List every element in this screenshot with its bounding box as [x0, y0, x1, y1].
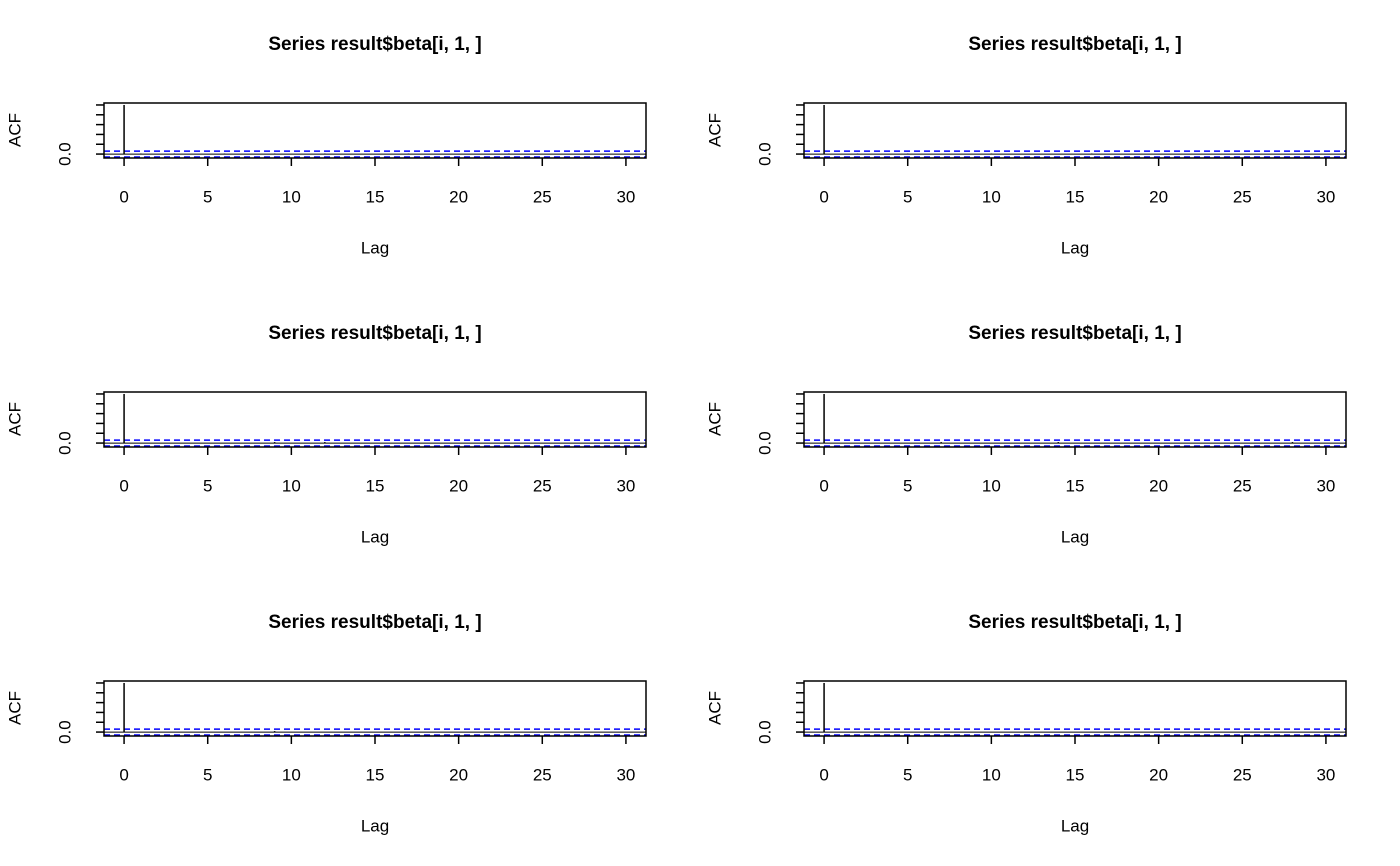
x-axis-label: Lag	[1061, 238, 1089, 257]
x-tick-label: 0	[119, 476, 128, 495]
y-axis-label: ACF	[5, 113, 24, 147]
chart-title: Series result$beta[i, 1, ]	[968, 612, 1181, 633]
x-axis-label: Lag	[361, 238, 389, 257]
x-tick-label: 20	[1149, 765, 1168, 784]
chart-title: Series result$beta[i, 1, ]	[268, 612, 481, 633]
x-tick-label: 20	[449, 765, 468, 784]
x-tick-label: 5	[203, 765, 212, 784]
y-axis-label: ACF	[5, 691, 24, 725]
x-tick-label: 10	[282, 476, 301, 495]
x-tick-label: 15	[1066, 765, 1085, 784]
x-tick-label: 10	[982, 765, 1001, 784]
plot-frame	[803, 680, 1347, 737]
x-tick-label: 25	[533, 476, 552, 495]
x-axis-label: Lag	[361, 816, 389, 835]
x-axis-label: Lag	[1061, 527, 1089, 546]
chart-title: Series result$beta[i, 1, ]	[268, 34, 481, 55]
x-tick-label: 10	[282, 187, 301, 206]
x-tick-label: 5	[903, 765, 912, 784]
x-tick-label: 25	[1233, 187, 1252, 206]
x-tick-label: 15	[366, 476, 385, 495]
y-axis-label: ACF	[705, 691, 724, 725]
x-tick-label: 0	[819, 476, 828, 495]
x-tick-label: 25	[1233, 476, 1252, 495]
x-tick-label: 5	[203, 187, 212, 206]
x-tick-label: 10	[982, 187, 1001, 206]
y-tick-label: 0.0	[55, 142, 74, 166]
plot-frame	[103, 391, 647, 448]
y-axis-label: ACF	[5, 402, 24, 436]
y-tick-label: 0.0	[755, 431, 774, 455]
x-tick-label: 0	[819, 187, 828, 206]
x-tick-label: 20	[1149, 476, 1168, 495]
y-tick-label: 0.0	[55, 431, 74, 455]
plot-frame	[803, 391, 1347, 448]
x-tick-label: 5	[203, 476, 212, 495]
y-tick-label: 0.0	[55, 720, 74, 744]
x-tick-label: 20	[1149, 187, 1168, 206]
x-tick-label: 15	[366, 187, 385, 206]
y-axis-label: ACF	[705, 113, 724, 147]
y-tick-label: 0.0	[755, 720, 774, 744]
x-tick-label: 20	[449, 187, 468, 206]
x-tick-label: 0	[819, 765, 828, 784]
x-tick-label: 5	[903, 187, 912, 206]
x-tick-label: 15	[1066, 187, 1085, 206]
plot-frame	[103, 102, 647, 159]
x-tick-label: 0	[119, 187, 128, 206]
x-tick-label: 0	[119, 765, 128, 784]
x-tick-label: 25	[533, 765, 552, 784]
x-tick-label: 15	[1066, 476, 1085, 495]
x-tick-label: 30	[1316, 476, 1335, 495]
chart-title: Series result$beta[i, 1, ]	[968, 34, 1181, 55]
x-tick-label: 20	[449, 476, 468, 495]
x-tick-label: 10	[982, 476, 1001, 495]
x-tick-label: 5	[903, 476, 912, 495]
plot-frame	[103, 680, 647, 737]
x-tick-label: 15	[366, 765, 385, 784]
x-tick-label: 10	[282, 765, 301, 784]
x-tick-label: 25	[533, 187, 552, 206]
x-tick-label: 25	[1233, 765, 1252, 784]
x-tick-label: 30	[616, 187, 635, 206]
plot-frame	[803, 102, 1347, 159]
x-tick-label: 30	[1316, 187, 1335, 206]
y-axis-label: ACF	[705, 402, 724, 436]
x-axis-label: Lag	[1061, 816, 1089, 835]
x-axis-label: Lag	[361, 527, 389, 546]
chart-title: Series result$beta[i, 1, ]	[968, 323, 1181, 344]
chart-title: Series result$beta[i, 1, ]	[268, 323, 481, 344]
x-tick-label: 30	[616, 765, 635, 784]
y-tick-label: 0.0	[755, 142, 774, 166]
x-tick-label: 30	[1316, 765, 1335, 784]
x-tick-label: 30	[616, 476, 635, 495]
